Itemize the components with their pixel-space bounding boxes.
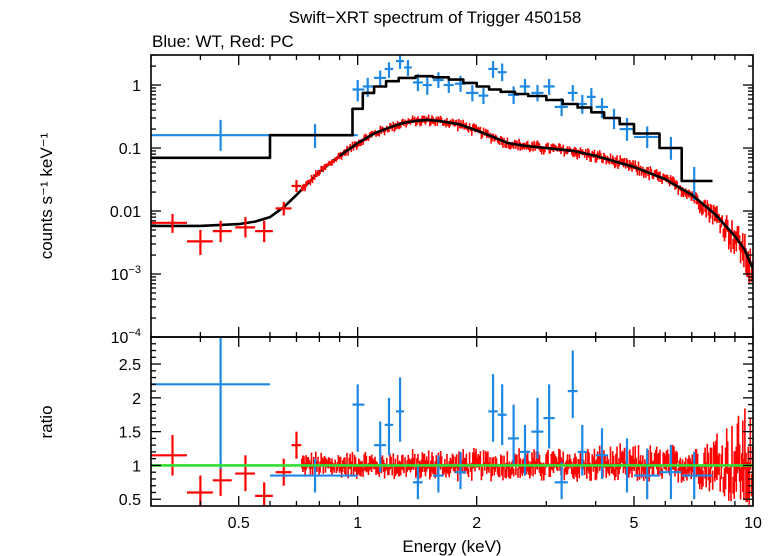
- wt-ratio-point-16: [567, 350, 578, 419]
- wt-point-4: [374, 70, 387, 87]
- pc-point-5: [275, 201, 292, 216]
- wt-point-19: [531, 85, 544, 102]
- x-tick-label-0: 0.5: [228, 515, 250, 532]
- y-tick-label-bottom-3: 2: [132, 391, 141, 408]
- pc-point-3: [235, 217, 256, 238]
- wt-point-25: [595, 98, 609, 118]
- wt-point-10: [432, 72, 444, 88]
- wt-model-line: [151, 74, 713, 183]
- wt-point-22: [567, 85, 578, 102]
- wt-point-20: [543, 78, 555, 95]
- pc-ratio-point-5: [275, 458, 292, 486]
- wt-ratio-point-0: [151, 337, 270, 469]
- pc-point-0: [151, 213, 188, 233]
- x-axis-label: Energy (keV): [402, 537, 501, 556]
- y-axis-label-bottom: ratio: [37, 405, 56, 438]
- wt-ratio-point-22: [681, 451, 713, 500]
- pc-model-line-front: [338, 118, 753, 270]
- pc-ratio-point-2: [212, 462, 232, 496]
- wt-ratio-point-9: [488, 374, 498, 442]
- y-axis-label-top: counts s⁻¹ keV⁻¹: [37, 132, 56, 259]
- y-tick-label-top-3: 10−3: [111, 264, 141, 284]
- y-tick-label-bottom-4: 2.5: [119, 357, 141, 374]
- pc-point-2: [212, 220, 232, 243]
- svg-text:ratio: ratio: [37, 405, 56, 438]
- pc-model-curve: [151, 118, 753, 270]
- chart-title: Swift−XRT spectrum of Trigger 450158: [289, 8, 582, 27]
- wt-ratio-point-12: [519, 424, 531, 476]
- wt-ratio-point-13: [531, 397, 544, 459]
- wt-point-23: [577, 94, 587, 114]
- wt-point-24: [586, 87, 596, 107]
- pc-ratio-point-3: [235, 455, 256, 492]
- wt-model-curve: [151, 74, 713, 183]
- wt-point-13: [466, 85, 479, 102]
- pc-point-1: [187, 229, 213, 256]
- wt-ratio-point-6: [412, 465, 423, 500]
- pc-ratio-points: [151, 431, 302, 506]
- wt-point-14: [478, 87, 489, 105]
- wt-point-28: [634, 126, 660, 149]
- wt-point-6: [396, 55, 405, 69]
- wt-point-5: [384, 62, 394, 78]
- wt-ratio-point-7: [432, 455, 444, 493]
- x-tick-label-4: 10: [744, 515, 762, 532]
- svg-text:counts s⁻¹ keV⁻¹: counts s⁻¹ keV⁻¹: [37, 132, 56, 259]
- wt-point-18: [519, 78, 531, 95]
- wt-ratio-point-4: [384, 397, 394, 456]
- wt-ratio-point-14: [543, 384, 555, 449]
- wt-ratio-point-2: [352, 384, 365, 452]
- wt-point-15: [488, 61, 498, 78]
- pc-model-overlay: [338, 118, 753, 270]
- pc-model-line: [151, 118, 753, 270]
- chart-subtitle: Blue: WT, Red: PC: [152, 32, 294, 51]
- ratio-axes: 0.5 1 2 5 10 0.5 1 1.5 2 2.5: [119, 336, 762, 532]
- wt-point-2: [352, 80, 365, 102]
- wt-ratio-point-10: [497, 384, 507, 446]
- y-tick-label-top-4: 10−4: [111, 327, 141, 347]
- wt-point-9: [422, 75, 432, 95]
- x-tick-label-2: 2: [472, 515, 481, 532]
- wt-ratio-point-5: [396, 377, 405, 442]
- pc-ratio-point-1: [187, 475, 213, 506]
- y-tick-label-top-2: 0.01: [110, 204, 141, 221]
- pc-ratio-point-6: [291, 431, 302, 459]
- spectrum-panel: 1 0.1 0.01 10−3 10−4: [110, 54, 754, 347]
- pc-ratio-point-0: [151, 435, 188, 476]
- ratio-panel: 0.5 1 2 5 10 0.5 1 1.5 2 2.5: [119, 336, 762, 532]
- wt-ratio-point-20: [634, 448, 660, 500]
- wt-ratio-point-17: [577, 424, 587, 476]
- plot-frame: [150, 336, 754, 507]
- pc-data-points: [151, 180, 302, 256]
- spectrum-axes: 1 0.1 0.01 10−3 10−4: [110, 54, 754, 347]
- wt-ratio-point-15: [554, 462, 568, 500]
- wt-ratio-point-21: [659, 445, 682, 500]
- pc-point-6: [291, 180, 302, 193]
- wt-ratio-points: [151, 337, 713, 500]
- y-tick-label-bottom-2: 1.5: [119, 425, 141, 442]
- x-tick-label-1: 1: [353, 515, 362, 532]
- wt-ratio-point-3: [374, 421, 387, 473]
- pc-point-4: [255, 220, 273, 243]
- y-tick-label-top-1: 0.1: [119, 141, 141, 158]
- wt-point-0: [151, 119, 270, 151]
- y-tick-label-top-0: 1: [132, 78, 141, 95]
- pc-ratio-point-4: [255, 482, 273, 506]
- y-tick-label-bottom-0: 0.5: [119, 492, 141, 509]
- wt-ratio-point-8: [454, 451, 467, 490]
- y-tick-label-bottom-1: 1: [132, 458, 141, 475]
- pc-data-band: [301, 114, 753, 285]
- x-tick-label-3: 5: [630, 515, 639, 532]
- wt-point-27: [619, 117, 635, 141]
- wt-point-7: [404, 59, 412, 76]
- wt-ratio-point-11: [507, 404, 520, 466]
- plot-frame: [150, 54, 754, 338]
- pc-ratio-band: [301, 408, 753, 505]
- wt-point-16: [497, 63, 507, 82]
- wt-ratio-point-18: [595, 428, 609, 479]
